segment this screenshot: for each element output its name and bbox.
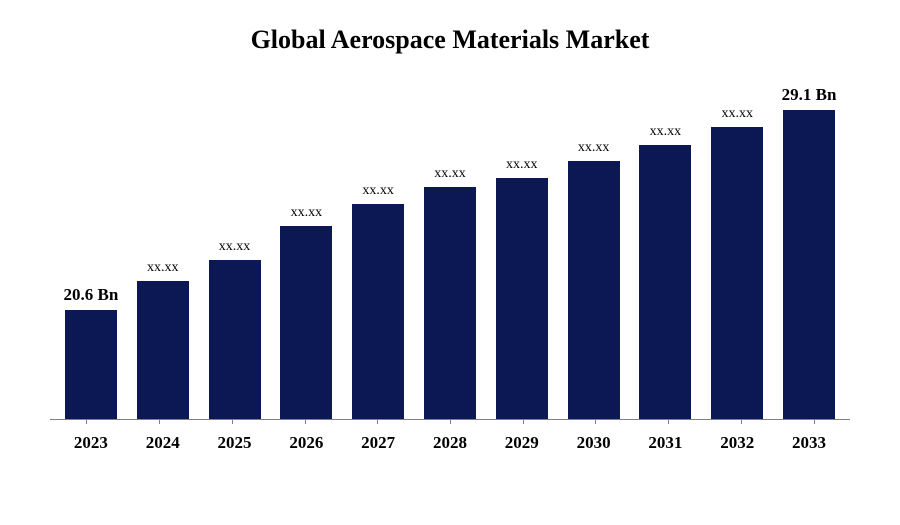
bar — [280, 226, 332, 419]
bar-group: xx.xx — [270, 205, 342, 419]
x-label: 2028 — [414, 425, 486, 460]
value-label: xx.xx — [147, 260, 179, 276]
bar-group: xx.xx — [127, 260, 199, 419]
bar-group: xx.xx — [199, 239, 271, 419]
x-label: 2030 — [558, 425, 630, 460]
value-label: xx.xx — [721, 106, 753, 122]
bars-container: 20.6 Bn xx.xx xx.xx xx.xx xx.xx xx.xx — [50, 80, 850, 419]
x-label: 2033 — [773, 425, 845, 460]
x-label: 2024 — [127, 425, 199, 460]
value-label: xx.xx — [219, 239, 251, 255]
bar — [568, 161, 620, 419]
bar-group: 20.6 Bn — [55, 285, 127, 419]
value-label: 20.6 Bn — [64, 285, 119, 305]
value-label: xx.xx — [650, 124, 682, 140]
value-label: xx.xx — [291, 205, 323, 221]
bar — [424, 187, 476, 419]
chart-area: 20.6 Bn xx.xx xx.xx xx.xx xx.xx xx.xx — [40, 80, 860, 460]
bar — [65, 310, 117, 419]
value-label: xx.xx — [434, 166, 466, 182]
bar-group: xx.xx — [630, 124, 702, 419]
value-label: 29.1 Bn — [782, 85, 837, 105]
x-label: 2023 — [55, 425, 127, 460]
chart-title: Global Aerospace Materials Market — [40, 25, 860, 55]
x-label: 2029 — [486, 425, 558, 460]
x-label: 2026 — [270, 425, 342, 460]
plot-region: 20.6 Bn xx.xx xx.xx xx.xx xx.xx xx.xx — [50, 80, 850, 420]
value-label: xx.xx — [506, 157, 538, 173]
value-label: xx.xx — [578, 140, 610, 156]
bar — [639, 145, 691, 419]
bar — [209, 260, 261, 419]
bar-group: xx.xx — [486, 157, 558, 419]
bar — [496, 178, 548, 419]
bar — [352, 204, 404, 419]
value-label: xx.xx — [362, 183, 394, 199]
bar — [711, 127, 763, 419]
bar-group: 29.1 Bn — [773, 85, 845, 419]
x-label: 2031 — [630, 425, 702, 460]
bar — [783, 110, 835, 419]
bar-group: xx.xx — [342, 183, 414, 419]
x-label: 2032 — [701, 425, 773, 460]
x-label: 2027 — [342, 425, 414, 460]
bar-group: xx.xx — [414, 166, 486, 419]
x-axis-labels: 2023 2024 2025 2026 2027 2028 2029 2030 … — [50, 425, 850, 460]
bar-group: xx.xx — [701, 106, 773, 419]
bar — [137, 281, 189, 419]
bar-group: xx.xx — [558, 140, 630, 419]
x-label: 2025 — [199, 425, 271, 460]
